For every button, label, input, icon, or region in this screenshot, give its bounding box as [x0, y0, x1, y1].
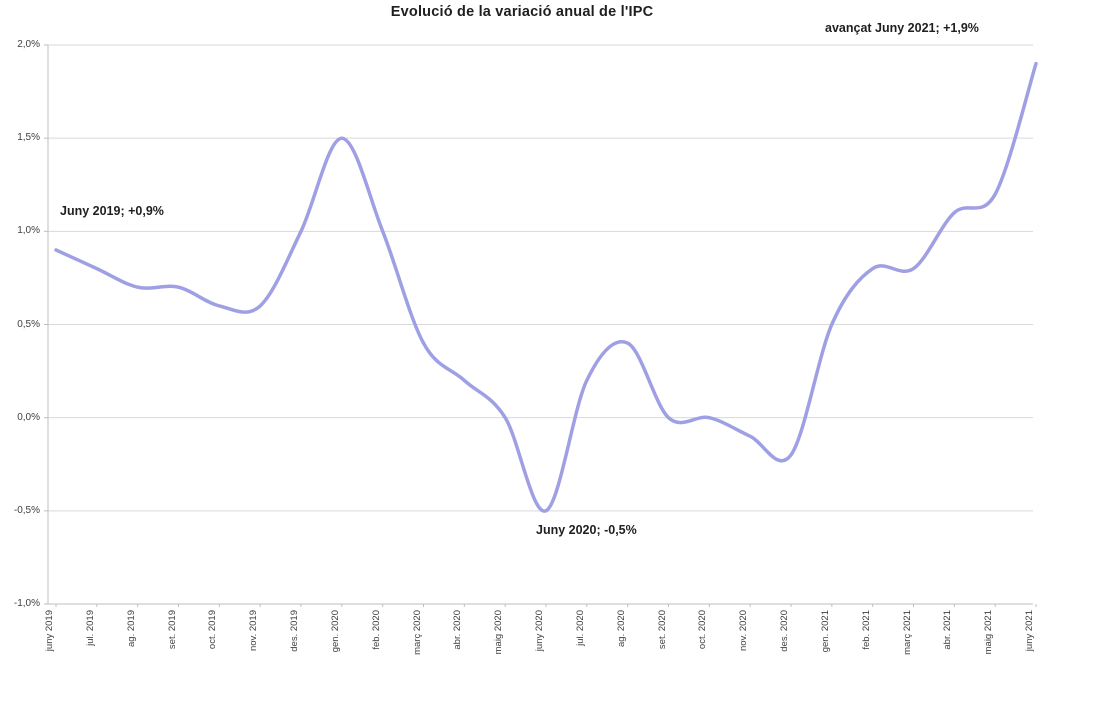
x-axis-label: ag. 2019 — [125, 610, 137, 647]
x-axis-label: maig 2021 — [983, 610, 995, 655]
ipc-series-line — [54, 61, 1038, 513]
x-axis-label: juny 2021 — [1024, 610, 1035, 652]
y-axis-label: -0,5% — [13, 504, 40, 516]
x-axis-label: feb. 2020 — [370, 610, 382, 650]
x-axis-label: feb. 2021 — [860, 610, 872, 650]
x-axis-label: nov. 2020 — [738, 610, 750, 652]
x-axis-label: juny 2020 — [534, 610, 545, 652]
y-axis-label: 1,0% — [17, 225, 40, 237]
x-axis-label: set. 2020 — [656, 610, 668, 650]
x-axis-label: oct. 2019 — [207, 610, 219, 650]
x-axis-label: gen. 2021 — [819, 610, 831, 653]
x-axis-label: oct. 2020 — [697, 610, 709, 650]
x-axis-label: set. 2019 — [166, 610, 178, 650]
y-axis-label: 0,0% — [17, 411, 40, 423]
y-axis-label: -1,0% — [13, 598, 40, 609]
x-axis-label: des. 2019 — [289, 610, 300, 652]
annotation-avancat-juny-2021: avançat Juny 2021; +1,9% — [825, 21, 979, 35]
x-axis-label: gen. 2020 — [329, 610, 341, 653]
x-axis-label: març 2020 — [411, 610, 423, 655]
y-axis-label: 0,5% — [17, 318, 40, 330]
x-axis-label: jul. 2020 — [574, 610, 586, 646]
annotation-juny-2020: Juny 2020; -0,5% — [536, 523, 637, 537]
x-axis-label: des. 2020 — [779, 610, 790, 652]
x-axis-label: jul. 2019 — [84, 610, 96, 646]
y-axis-label: 1,5% — [17, 132, 40, 144]
annotation-juny-2019: Juny 2019; +0,9% — [60, 204, 164, 218]
x-axis-label: nov. 2019 — [248, 610, 260, 652]
x-axis-label: abr. 2020 — [452, 610, 464, 650]
x-axis-label: març 2021 — [901, 610, 913, 655]
x-axis-label: maig 2020 — [493, 610, 505, 655]
x-axis-label: ag. 2020 — [615, 610, 627, 647]
y-axis-label: 2,0% — [17, 39, 40, 50]
x-axis-label: abr. 2021 — [942, 610, 954, 650]
chart-title: Evolució de la variació anual de l'IPC — [390, 4, 654, 20]
x-axis-label: juny 2019 — [44, 610, 55, 652]
